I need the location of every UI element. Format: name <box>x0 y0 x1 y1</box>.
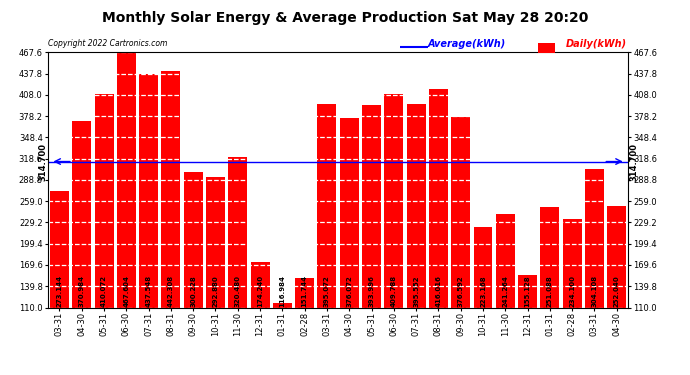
Bar <box>406 104 426 375</box>
Text: 304.108: 304.108 <box>591 274 598 307</box>
Bar <box>496 214 515 375</box>
Text: 395.072: 395.072 <box>324 275 330 307</box>
Text: 416.016: 416.016 <box>435 275 442 307</box>
Bar <box>228 158 247 375</box>
Text: 376.072: 376.072 <box>346 275 353 307</box>
Text: 251.088: 251.088 <box>547 275 553 307</box>
Text: 467.604: 467.604 <box>124 275 129 307</box>
Bar <box>295 278 314 375</box>
Bar <box>95 93 113 375</box>
Text: 314.700: 314.700 <box>38 142 47 180</box>
Text: 370.984: 370.984 <box>79 274 85 307</box>
Text: 320.480: 320.480 <box>235 275 241 307</box>
Text: 409.788: 409.788 <box>391 274 397 307</box>
Bar <box>117 53 136 375</box>
Text: 376.592: 376.592 <box>457 275 464 307</box>
Text: 437.548: 437.548 <box>146 274 152 307</box>
Text: Copyright 2022 Cartronics.com: Copyright 2022 Cartronics.com <box>48 39 168 48</box>
Bar <box>429 89 448 375</box>
Bar <box>161 70 180 375</box>
Text: 273.144: 273.144 <box>57 274 63 307</box>
Text: Monthly Solar Energy & Average Production Sat May 28 20:20: Monthly Solar Energy & Average Productio… <box>102 11 588 25</box>
Bar <box>518 275 537 375</box>
Bar <box>184 172 203 375</box>
Bar <box>451 117 470 375</box>
Bar <box>585 169 604 375</box>
Text: 234.100: 234.100 <box>569 275 575 307</box>
Bar <box>540 207 560 375</box>
Text: 174.240: 174.240 <box>257 274 263 307</box>
Text: 393.996: 393.996 <box>368 275 375 307</box>
Text: 155.128: 155.128 <box>524 275 531 307</box>
Text: 292.880: 292.880 <box>213 275 219 307</box>
Text: 223.168: 223.168 <box>480 275 486 307</box>
Bar <box>139 74 158 375</box>
Bar <box>72 122 91 375</box>
Bar <box>563 219 582 375</box>
Text: 314.700: 314.700 <box>629 142 638 180</box>
Bar <box>362 105 381 375</box>
Bar <box>317 104 337 375</box>
Text: 116.984: 116.984 <box>279 275 286 307</box>
Bar <box>339 118 359 375</box>
Text: 151.744: 151.744 <box>302 274 308 307</box>
Bar <box>473 227 493 375</box>
Bar <box>273 303 292 375</box>
Bar <box>250 262 270 375</box>
Text: Daily(kWh): Daily(kWh) <box>566 39 627 50</box>
Bar <box>384 94 403 375</box>
Text: 241.264: 241.264 <box>502 275 509 307</box>
Bar <box>206 177 225 375</box>
Text: 395.552: 395.552 <box>413 275 419 307</box>
Text: 300.228: 300.228 <box>190 275 196 307</box>
Bar <box>607 206 627 375</box>
Text: 252.040: 252.040 <box>613 275 620 307</box>
Bar <box>50 191 69 375</box>
Text: Average(kWh): Average(kWh) <box>428 39 506 50</box>
Text: 410.072: 410.072 <box>101 275 107 307</box>
Text: 442.308: 442.308 <box>168 274 174 307</box>
